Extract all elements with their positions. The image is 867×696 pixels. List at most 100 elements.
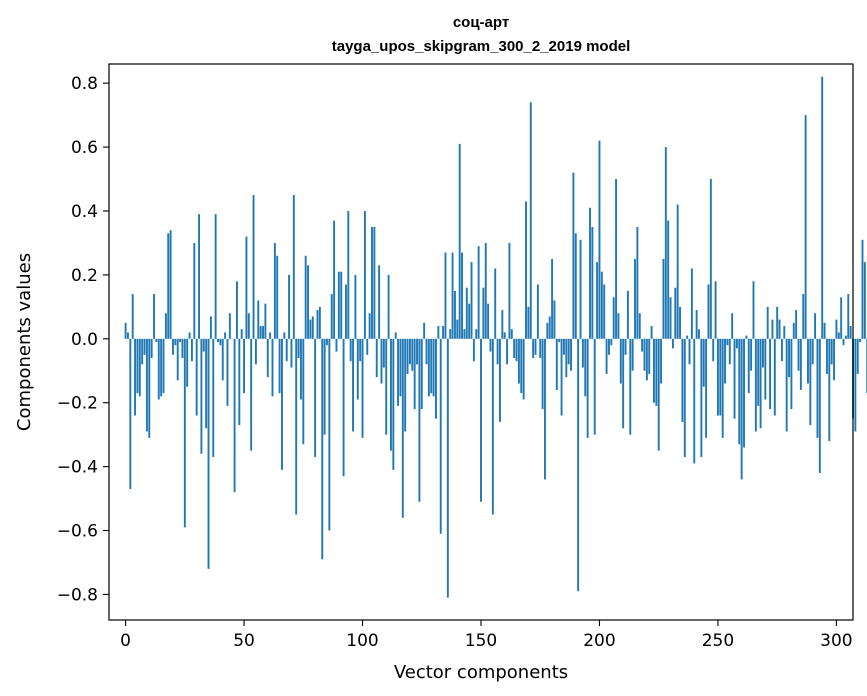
bar-310 [859,338,862,342]
bar-260 [740,338,743,480]
bar-158 [499,338,501,422]
bar-19 [169,230,172,339]
bar-151 [482,287,485,339]
bar-249 [714,281,717,339]
bar-259 [738,338,741,445]
bar-202 [603,284,606,339]
bar-25 [183,338,186,528]
bar-5 [136,338,139,394]
bar-182 [555,338,558,390]
bar-142 [461,252,463,339]
bar-57 [259,326,262,339]
bar-229 [667,220,670,339]
bar-272 [769,338,772,410]
bar-51 [245,236,248,339]
bar-172 [532,338,535,358]
bar-8 [143,338,146,355]
bar-30 [195,338,198,416]
y-axis-label: Components values [14,253,35,431]
bar-257 [733,338,736,419]
bar-58 [262,326,264,339]
bar-227 [662,258,665,339]
bar-171 [529,102,532,339]
bar-7 [141,338,144,365]
bar-41 [221,338,224,381]
bar-299 [833,338,835,381]
bar-22 [176,338,179,381]
x-tick-label: 300 [820,631,852,651]
bar-239 [690,268,693,339]
bar-252 [721,338,724,438]
bar-226 [660,338,663,384]
bar-287 [804,115,807,339]
bar-118 [404,338,407,432]
chart-title: соц-арт [453,14,509,31]
bar-61 [269,332,272,339]
bar-132 [437,326,440,339]
bar-79 [311,316,314,339]
bar-212 [626,290,629,339]
bar-72 [295,338,298,515]
y-ticks: −0.8 −0.6 −0.4 −0.2 0.0 0.2 0.4 0.6 0.8 [57,74,109,605]
bar-269 [762,338,764,368]
bar-290 [811,338,814,365]
bar-50 [243,338,246,394]
bar-85 [326,338,328,346]
bar-243 [700,338,703,458]
bar-60 [266,338,269,378]
bar-150 [480,338,482,502]
bar-165 [515,338,518,362]
bar-131 [435,338,437,419]
bar-286 [802,294,805,339]
bar-215 [634,258,636,339]
bar-112 [390,338,392,451]
y-tick-label: −0.2 [57,394,98,414]
bar-298 [830,338,833,365]
bar-116 [399,338,402,397]
bar-70 [290,338,293,368]
bar-101 [363,210,366,339]
bar-144 [465,287,468,339]
bar-177 [544,338,546,480]
bar-279 [785,338,788,432]
bar-265 [752,281,755,339]
bar-35 [207,338,210,569]
bar-154 [489,338,492,352]
bar-39 [217,338,219,342]
bar-95 [349,338,352,362]
bar-201 [600,271,603,339]
bar-223 [653,338,655,403]
y-tick-label: −0.4 [57,458,98,478]
bar-276 [778,319,781,339]
bar-164 [513,338,516,358]
bar-232 [674,287,677,339]
bar-305 [847,294,850,339]
bar-241 [695,310,698,339]
bar-293 [818,338,821,474]
bar-86 [328,338,331,531]
bar-297 [828,338,831,442]
bar-90 [337,271,340,339]
bar-14 [157,338,160,400]
bar-283 [795,310,798,339]
bar-167 [520,338,523,394]
bar-219 [643,338,646,371]
bar-66 [281,338,283,470]
bar-190 [574,233,577,339]
bar-160 [503,332,506,339]
bar-133 [439,338,442,534]
bar-6 [138,338,141,397]
bar-273 [771,319,774,339]
bar-44 [228,313,231,339]
bar-104 [371,226,373,339]
bar-220 [645,338,648,381]
bar-162 [508,242,511,339]
bar-46 [233,338,236,493]
bar-26 [186,338,189,387]
bar-1 [127,332,129,339]
bar-87 [330,294,333,339]
bar-33 [202,338,205,352]
bar-271 [766,306,769,339]
bar-18 [167,233,170,339]
bar-88 [333,220,336,339]
